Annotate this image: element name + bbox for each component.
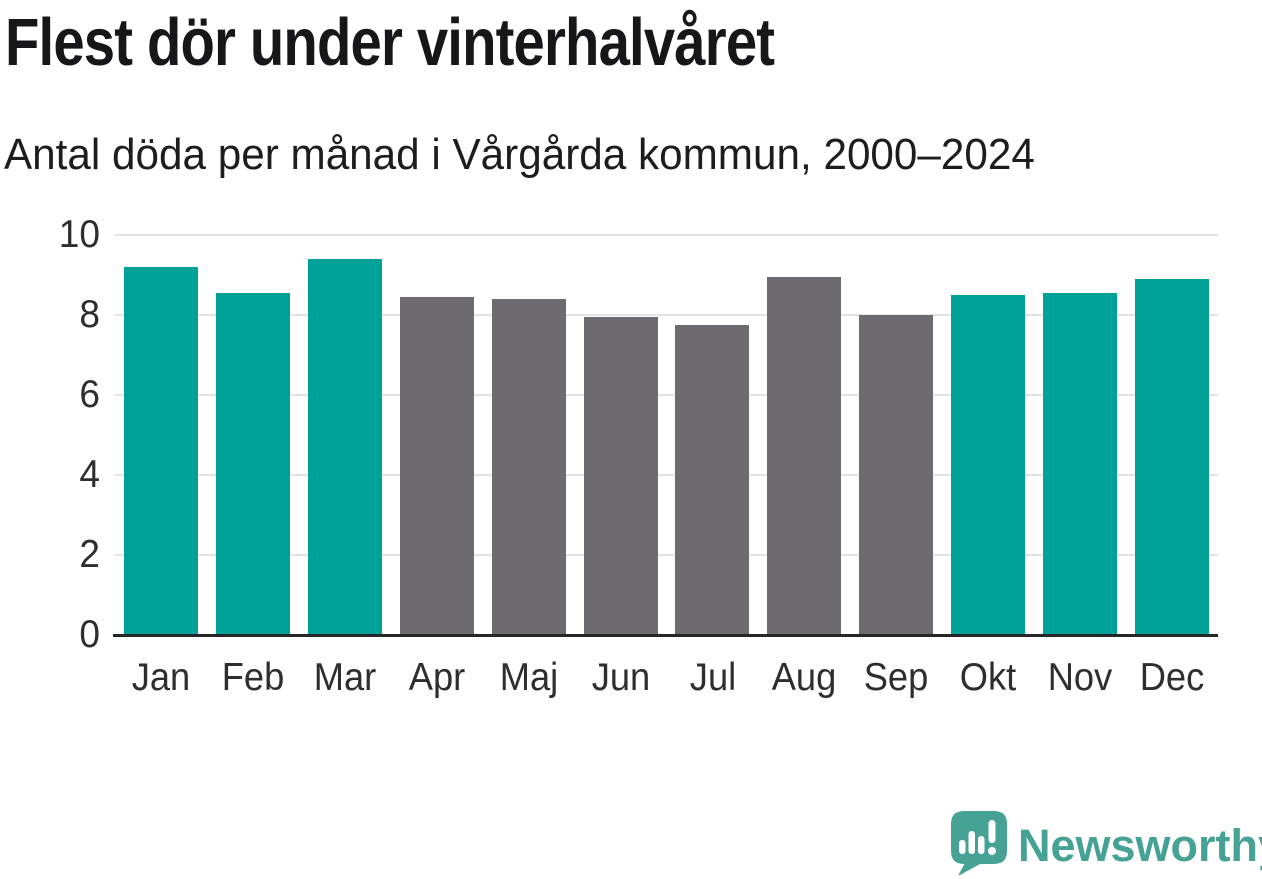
y-axis-label-10: 10 (58, 213, 100, 256)
bar-okt (951, 295, 1025, 634)
newsworthy-branding: Newsworthy (944, 806, 1262, 879)
x-axis-label-sep: Sep (863, 656, 929, 699)
x-axis-label-jul: Jul (689, 656, 737, 699)
x-axis-label-mar: Mar (313, 656, 377, 699)
x-axis-label-dec: Dec (1139, 656, 1205, 699)
bar-nov (1043, 293, 1117, 634)
x-axis-label-maj: Maj (499, 656, 559, 699)
brand-name: Newsworthy (1018, 820, 1262, 871)
x-axis-label-jan: Jan (131, 656, 191, 699)
bar-maj (492, 299, 566, 634)
bar-mar (308, 259, 382, 634)
gridline-y6 (115, 394, 1218, 396)
bar-apr (400, 297, 474, 634)
bar-feb (216, 293, 290, 634)
y-axis-label-4: 4 (79, 453, 100, 496)
bar-jan (124, 267, 198, 634)
bar-aug (767, 277, 841, 634)
page-title: Flest dör under vinterhalvåret (5, 5, 775, 80)
x-axis-label-nov: Nov (1047, 656, 1113, 699)
y-axis-label-0: 0 (79, 613, 100, 656)
x-axis-label-okt: Okt (959, 656, 1017, 699)
y-axis-label-8: 8 (79, 293, 100, 336)
y-axis-label-2: 2 (79, 533, 100, 576)
x-axis-label-apr: Apr (408, 656, 466, 699)
bar-jul (675, 325, 749, 634)
bar-dec (1135, 279, 1209, 634)
gridline-y10 (115, 234, 1218, 236)
y-axis-label-6: 6 (79, 373, 100, 416)
bar-jun (584, 317, 658, 634)
x-axis-label-feb: Feb (221, 656, 285, 699)
page-subtitle: Antal döda per månad i Vårgårda kommun, … (4, 130, 1035, 179)
x-axis-label-aug: Aug (771, 656, 837, 699)
bar-sep (859, 315, 933, 634)
newsworthy-bubble-chart-icon (951, 811, 1007, 876)
gridline-y4 (115, 474, 1218, 476)
x-axis-label-jun: Jun (591, 656, 651, 699)
x-axis-line (113, 634, 1218, 637)
gridline-y8 (115, 314, 1218, 316)
gridline-y2 (115, 554, 1218, 556)
